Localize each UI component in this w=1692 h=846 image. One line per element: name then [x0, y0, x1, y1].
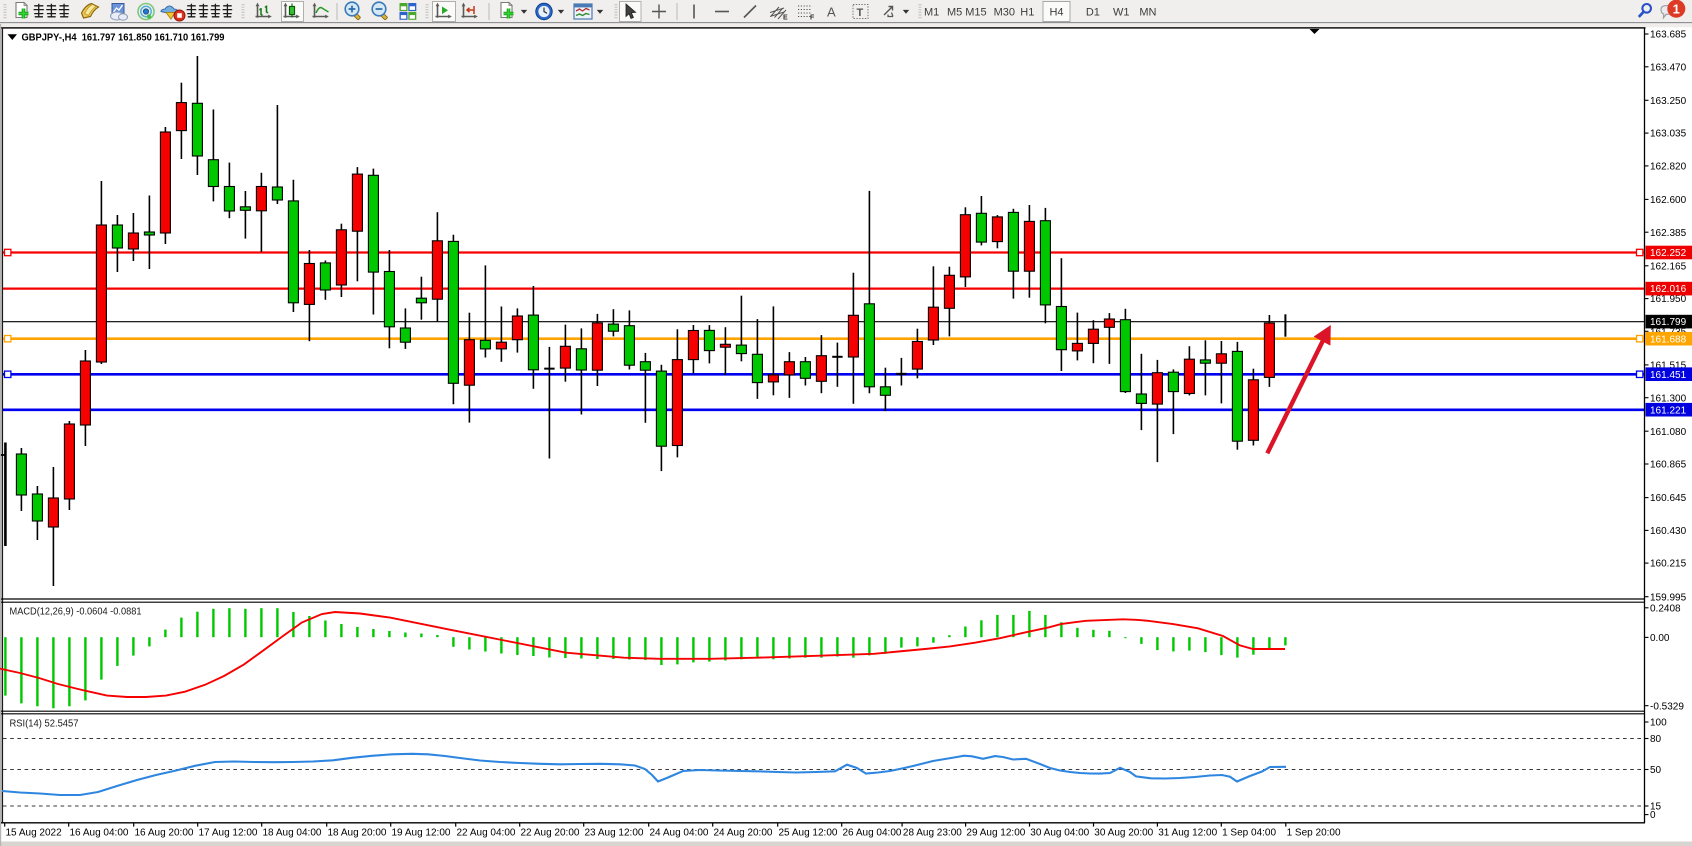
svg-text:23 Aug 12:00: 23 Aug 12:00 [585, 828, 644, 839]
svg-text:162.600: 162.600 [1650, 195, 1687, 206]
svg-text:D1: D1 [1086, 7, 1100, 19]
svg-text:16 Aug 04:00: 16 Aug 04:00 [70, 828, 129, 839]
svg-text:160.865: 160.865 [1650, 460, 1687, 471]
svg-text:15: 15 [1650, 802, 1662, 813]
svg-text:18 Aug 20:00: 18 Aug 20:00 [328, 828, 387, 839]
svg-text:15 Aug 2022: 15 Aug 2022 [6, 828, 63, 839]
svg-text:163.035: 163.035 [1650, 129, 1687, 140]
svg-text:F: F [810, 15, 815, 22]
svg-text:163.685: 163.685 [1650, 30, 1687, 41]
svg-text:-0.5329: -0.5329 [1650, 701, 1684, 712]
svg-text:17 Aug 12:00: 17 Aug 12:00 [199, 828, 258, 839]
svg-text:161.799: 161.799 [1650, 317, 1687, 328]
svg-text:M1: M1 [924, 7, 939, 19]
svg-text:161.221: 161.221 [1650, 405, 1687, 416]
svg-text:161.515: 161.515 [1650, 361, 1687, 372]
svg-text:29 Aug 12:00: 29 Aug 12:00 [966, 828, 1025, 839]
svg-text:162.252: 162.252 [1650, 248, 1687, 259]
svg-text:A: A [827, 5, 836, 20]
svg-text:25 Aug 12:00: 25 Aug 12:00 [779, 828, 838, 839]
svg-text:0: 0 [1650, 810, 1656, 821]
svg-text:160.430: 160.430 [1650, 526, 1687, 537]
svg-text:M15: M15 [965, 7, 986, 19]
svg-text:H4: H4 [1049, 7, 1063, 19]
svg-text:162.016: 162.016 [1650, 284, 1687, 295]
svg-text:W1: W1 [1113, 7, 1130, 19]
svg-text:18 Aug 04:00: 18 Aug 04:00 [263, 828, 322, 839]
svg-text:161.451: 161.451 [1650, 370, 1687, 381]
svg-text:50: 50 [1650, 765, 1662, 776]
svg-text:30 Aug 04:00: 30 Aug 04:00 [1030, 828, 1089, 839]
svg-text:161.300: 161.300 [1650, 393, 1687, 404]
svg-text:16 Aug 20:00: 16 Aug 20:00 [135, 828, 194, 839]
svg-text:GBPJPY-,H4 161.797 161.850 16: GBPJPY-,H4 161.797 161.850 161.710 161.7… [22, 33, 225, 44]
svg-text:19 Aug 12:00: 19 Aug 12:00 [392, 828, 451, 839]
svg-text:0.00: 0.00 [1650, 633, 1670, 644]
svg-text:163.470: 163.470 [1650, 62, 1687, 73]
svg-text:161.950: 161.950 [1650, 294, 1687, 305]
svg-text:22 Aug 20:00: 22 Aug 20:00 [521, 828, 580, 839]
svg-text:0.2408: 0.2408 [1650, 603, 1681, 614]
svg-text:H1: H1 [1020, 7, 1034, 19]
svg-text:161.080: 161.080 [1650, 427, 1687, 438]
svg-text:MN: MN [1139, 7, 1156, 19]
svg-text:160.215: 160.215 [1650, 559, 1687, 570]
svg-text:M5: M5 [947, 7, 962, 19]
svg-text:160.645: 160.645 [1650, 493, 1687, 504]
svg-text:1: 1 [1673, 1, 1680, 16]
svg-text:RSI(14) 52.5457: RSI(14) 52.5457 [10, 719, 79, 730]
svg-text:159.995: 159.995 [1650, 592, 1687, 603]
svg-text:162.820: 162.820 [1650, 162, 1687, 173]
svg-text:M30: M30 [994, 7, 1015, 19]
svg-text:22 Aug 04:00: 22 Aug 04:00 [457, 828, 516, 839]
svg-text:30 Aug 20:00: 30 Aug 20:00 [1094, 828, 1153, 839]
svg-text:28 Aug 23:00: 28 Aug 23:00 [903, 828, 962, 839]
svg-text:100: 100 [1650, 718, 1667, 729]
svg-text:24 Aug 20:00: 24 Aug 20:00 [714, 828, 773, 839]
svg-text:162.385: 162.385 [1650, 228, 1687, 239]
svg-text:161.688: 161.688 [1650, 334, 1687, 345]
svg-text:1 Sep 04:00: 1 Sep 04:00 [1222, 828, 1276, 839]
svg-text:24 Aug 04:00: 24 Aug 04:00 [650, 828, 709, 839]
svg-text:31 Aug 12:00: 31 Aug 12:00 [1158, 828, 1217, 839]
svg-text:162.165: 162.165 [1650, 261, 1687, 272]
svg-text:MACD(12,26,9) -0.0604 -0.0881: MACD(12,26,9) -0.0604 -0.0881 [10, 607, 142, 618]
svg-text:E: E [783, 15, 788, 22]
svg-text:1 Sep 20:00: 1 Sep 20:00 [1287, 828, 1341, 839]
svg-text:80: 80 [1650, 734, 1662, 745]
svg-text:T: T [857, 7, 864, 19]
svg-text:26 Aug 04:00: 26 Aug 04:00 [843, 828, 902, 839]
svg-text:163.250: 163.250 [1650, 96, 1687, 107]
